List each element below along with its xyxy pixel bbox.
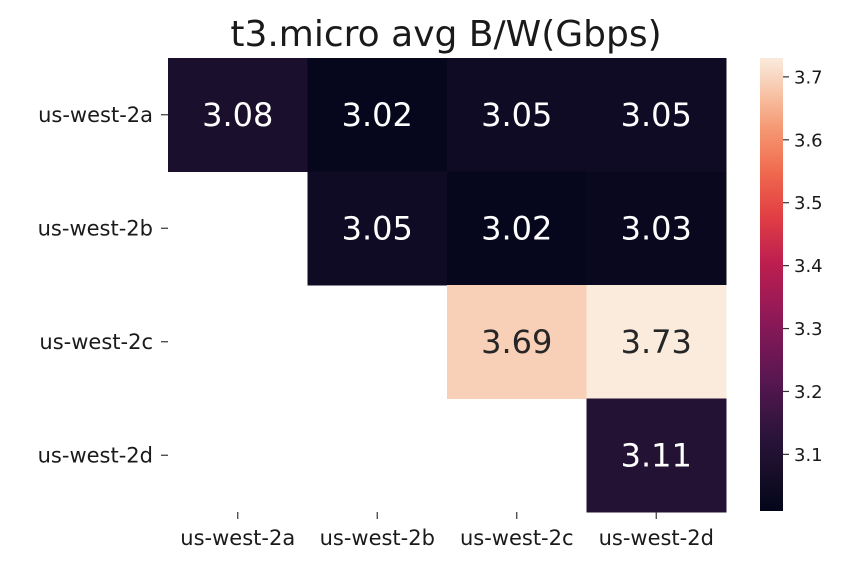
cell-value-label: 3.03 bbox=[621, 209, 692, 247]
y-tick-label: us-west-2d bbox=[38, 443, 153, 467]
y-tick-label: us-west-2b bbox=[38, 216, 153, 240]
cell-value-label: 3.08 bbox=[202, 96, 273, 134]
heatmap-cell bbox=[447, 285, 587, 399]
y-axis: us-west-2a us-west-2b us-west-2c us-west-2d bbox=[38, 103, 168, 467]
x-tick-label: us-west-2a bbox=[180, 526, 295, 550]
y-tick-label: us-west-2c bbox=[39, 330, 153, 354]
x-axis: us-west-2a us-west-2b us-west-2c us-west-2d bbox=[180, 512, 714, 550]
heatmap-cell bbox=[447, 171, 587, 286]
heatmap-cell bbox=[586, 285, 727, 399]
heatmap-cell bbox=[447, 58, 587, 172]
heatmap-cell bbox=[307, 58, 448, 172]
cell-value-label: 3.11 bbox=[621, 436, 692, 474]
cell-value-label: 3.02 bbox=[481, 209, 552, 247]
y-tick-label: us-west-2a bbox=[38, 103, 153, 127]
x-tick-label: us-west-2c bbox=[460, 526, 574, 550]
colorbar-tick-label: 3.2 bbox=[794, 382, 823, 403]
heatmap-cell bbox=[307, 171, 448, 286]
cell-value-label: 3.05 bbox=[481, 96, 552, 134]
heatmap-cell bbox=[586, 398, 727, 513]
x-tick-label: us-west-2d bbox=[599, 526, 714, 550]
cell-value-label: 3.73 bbox=[621, 323, 692, 361]
colorbar-tick-label: 3.1 bbox=[794, 445, 823, 466]
heatmap-cell-labels: 3.08 3.02 3.05 3.05 3.05 3.02 3.03 3.69 3.73 3.11 bbox=[202, 96, 692, 475]
cell-value-label: 3.02 bbox=[342, 96, 413, 134]
colorbar-tick-label: 3.4 bbox=[794, 256, 823, 277]
colorbar-tick-label: 3.5 bbox=[794, 193, 823, 214]
cell-value-label: 3.05 bbox=[621, 96, 692, 134]
colorbar-tick-label: 3.3 bbox=[794, 319, 823, 340]
heatmap-cell bbox=[586, 58, 727, 172]
x-tick-label: us-west-2b bbox=[320, 526, 435, 550]
colorbar: 3.1 3.2 3.3 3.4 3.5 3.6 3.7 bbox=[760, 58, 823, 511]
cell-value-label: 3.69 bbox=[481, 323, 552, 361]
chart-title: t3.micro avg B/W(Gbps) bbox=[230, 14, 661, 55]
heatmap-cell bbox=[168, 58, 308, 172]
cell-value-label: 3.05 bbox=[342, 209, 413, 247]
colorbar-tick-label: 3.7 bbox=[794, 67, 823, 88]
heatmap-cell bbox=[586, 171, 727, 286]
colorbar-tick-label: 3.6 bbox=[794, 130, 823, 151]
colorbar-gradient bbox=[760, 58, 783, 511]
heatmap-cells bbox=[168, 58, 727, 513]
